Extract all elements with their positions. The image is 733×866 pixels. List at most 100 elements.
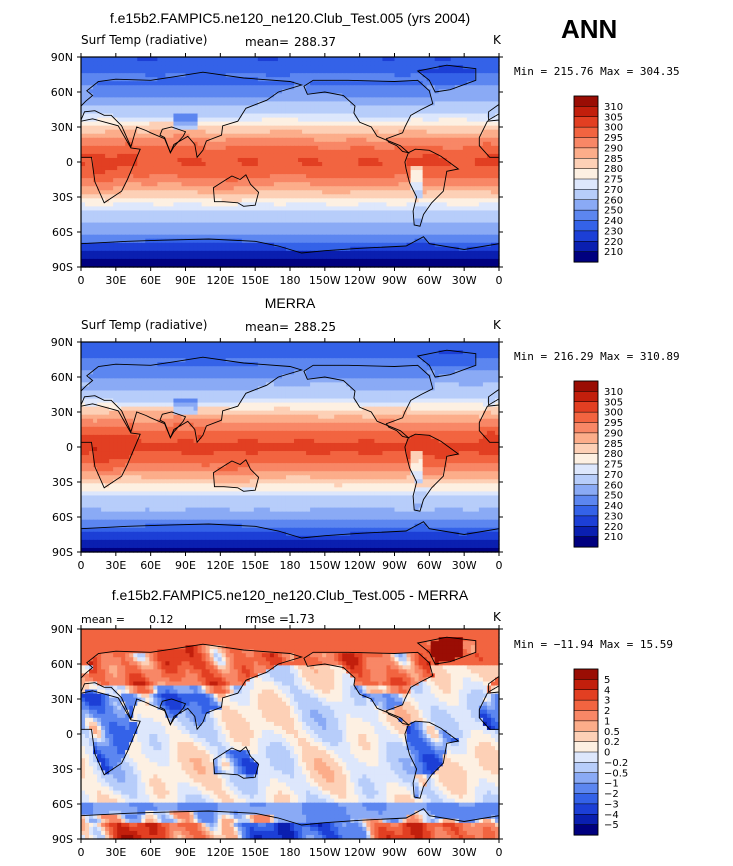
heatmap-cell — [302, 105, 307, 111]
heatmap-cell — [217, 65, 223, 70]
heatmap-cell — [81, 125, 86, 131]
heatmap-cell — [197, 137, 203, 143]
heatmap-cell — [306, 149, 311, 155]
heatmap-cell — [189, 202, 195, 208]
heatmap-cell — [494, 101, 500, 107]
heatmap-cell — [378, 137, 384, 143]
heatmap-cell — [430, 69, 436, 74]
heatmap-cell — [265, 145, 271, 151]
heatmap-cell — [205, 186, 211, 191]
heatmap-cell — [394, 145, 400, 151]
heatmap-cell — [157, 246, 162, 252]
heatmap-cell — [101, 105, 106, 111]
heatmap-cell — [402, 186, 408, 191]
heatmap-cell — [474, 190, 480, 195]
heatmap-cell — [410, 218, 416, 224]
heatmap-cell — [478, 194, 484, 199]
heatmap-cell — [422, 226, 428, 232]
heatmap-cell — [161, 182, 166, 187]
heatmap-cell — [221, 210, 227, 216]
heatmap-cell — [442, 234, 448, 240]
heatmap-cell — [109, 109, 114, 115]
heatmap-cell — [294, 73, 299, 78]
heatmap-cell — [486, 97, 492, 103]
heatmap-cell — [133, 61, 138, 66]
heatmap-cell — [314, 214, 319, 220]
heatmap-cell — [193, 85, 199, 90]
heatmap-cell — [81, 238, 86, 244]
heatmap-cell — [245, 234, 251, 240]
heatmap-cell — [390, 137, 396, 143]
heatmap-cell — [257, 238, 263, 244]
heatmap-cell — [346, 113, 351, 119]
heatmap-cell — [486, 202, 492, 208]
heatmap-cell — [157, 129, 162, 135]
heatmap-cell — [342, 210, 347, 216]
heatmap-cell — [386, 210, 392, 216]
heatmap-cell — [169, 141, 175, 147]
heatmap-cell — [157, 242, 162, 248]
heatmap-cell — [177, 61, 183, 66]
heatmap-cell — [322, 210, 327, 216]
heatmap-cell — [277, 57, 283, 62]
heatmap-cell — [474, 174, 480, 179]
heatmap-cell — [205, 198, 211, 203]
heatmap-cell — [306, 238, 311, 244]
heatmap-cell — [153, 222, 158, 228]
heatmap-cell — [253, 242, 259, 248]
heatmap-cell — [414, 166, 420, 171]
heatmap-cell — [386, 73, 392, 78]
heatmap-cell — [342, 77, 347, 82]
heatmap-cell — [121, 93, 126, 98]
heatmap-cell — [149, 141, 154, 147]
heatmap-cell — [490, 73, 496, 78]
heatmap-cell — [410, 125, 416, 131]
heatmap-cell — [354, 198, 359, 203]
heatmap-cell — [285, 182, 291, 187]
heatmap-cell — [157, 57, 162, 62]
heatmap-cell — [125, 166, 130, 171]
heatmap-cell — [273, 226, 279, 232]
heatmap-cell — [294, 238, 299, 244]
heatmap-cell — [209, 157, 215, 163]
heatmap-cell — [454, 137, 460, 143]
heatmap-cell — [294, 145, 299, 151]
heatmap-cell — [302, 238, 307, 244]
heatmap-cell — [149, 162, 154, 167]
heatmap-cell — [245, 97, 251, 103]
heatmap-cell — [133, 97, 138, 103]
heatmap-cell — [494, 198, 500, 203]
heatmap-cell — [209, 182, 215, 187]
heatmap-cell — [277, 210, 283, 216]
heatmap-cell — [370, 182, 375, 187]
heatmap-cell — [418, 246, 424, 252]
heatmap-cell — [233, 57, 239, 62]
heatmap-cell — [450, 182, 456, 187]
heatmap-cell — [442, 210, 448, 216]
heatmap-cell — [374, 113, 380, 119]
heatmap-cell — [334, 141, 339, 147]
heatmap-cell — [426, 166, 432, 171]
heatmap-cell — [298, 137, 303, 143]
heatmap-cell — [326, 141, 331, 147]
heatmap-cell — [314, 145, 319, 151]
heatmap-cell — [314, 121, 319, 127]
heatmap-cell — [273, 77, 279, 82]
heatmap-cell — [145, 105, 150, 111]
heatmap-cell — [221, 129, 227, 135]
heatmap-cell — [149, 81, 154, 86]
heatmap-cell — [141, 85, 146, 90]
heatmap-cell — [145, 210, 150, 216]
heatmap-cell — [366, 89, 371, 94]
heatmap-cell — [161, 174, 166, 179]
heatmap-cell — [302, 206, 307, 212]
heatmap-cell — [354, 178, 359, 183]
heatmap-cell — [277, 141, 283, 147]
heatmap-cell — [494, 242, 500, 248]
heatmap-cell — [394, 234, 400, 240]
heatmap-cell — [314, 149, 319, 155]
heatmap-cell — [406, 234, 412, 240]
heatmap-cell — [165, 57, 171, 62]
heatmap-cell — [318, 246, 323, 252]
heatmap-cell — [153, 153, 158, 159]
